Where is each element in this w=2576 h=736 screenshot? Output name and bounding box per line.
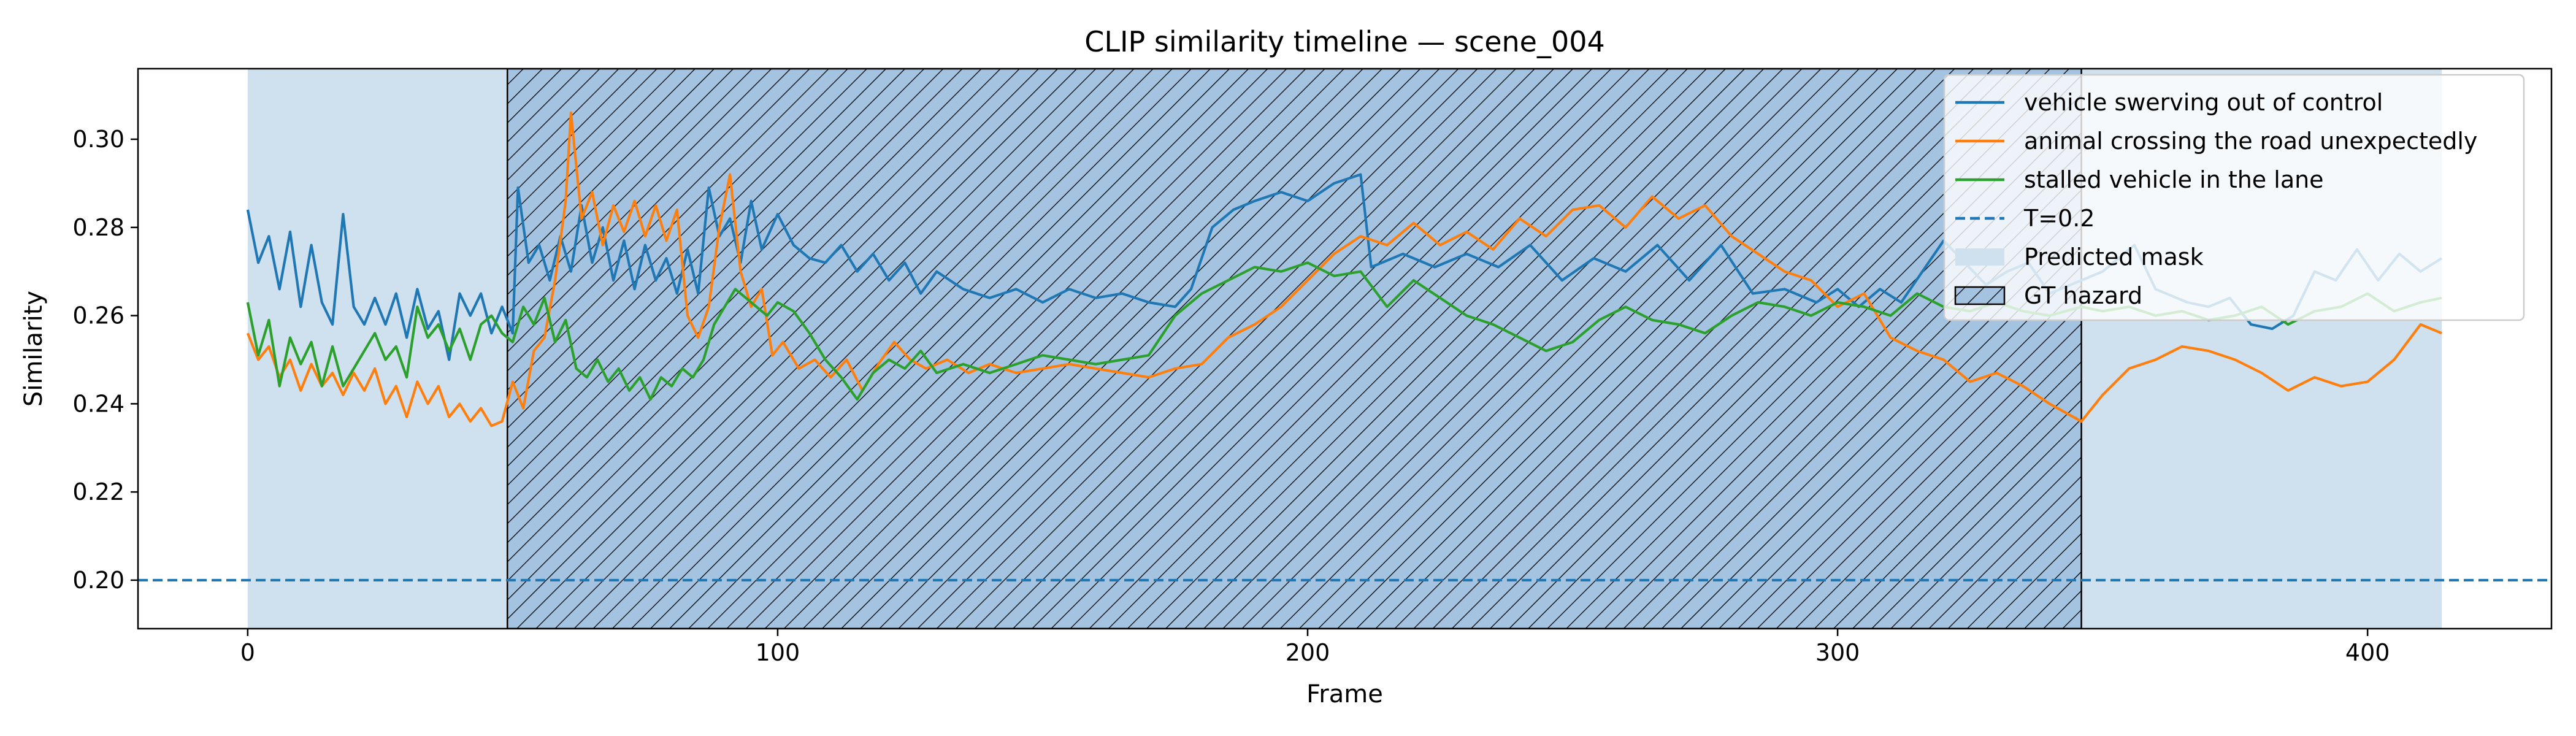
axis-ticks: 0 100 200 300 400 0.20 0.22 0.24 0.26 0.28 0.30 bbox=[72, 126, 2390, 666]
series-line-3 bbox=[246, 261, 2442, 401]
y-axis-label: Similarity bbox=[20, 291, 48, 407]
y-tick-label: 0.28 bbox=[72, 214, 125, 241]
legend: vehicle swerving out of control animal cr… bbox=[1943, 74, 2525, 321]
legend-box bbox=[1943, 74, 2525, 321]
chart-title: CLIP similarity timeline — scene_004 bbox=[1084, 25, 1605, 58]
y-tick-label: 0.26 bbox=[72, 302, 125, 329]
x-tick-label: 0 bbox=[240, 639, 255, 666]
legend-label: GT hazard bbox=[2024, 282, 2142, 309]
legend-hatch-overlay bbox=[1954, 286, 2006, 305]
y-tick-label: 0.20 bbox=[72, 567, 125, 594]
x-tick-label: 200 bbox=[1286, 639, 1330, 666]
series-line-2 bbox=[246, 111, 2442, 427]
legend-label: vehicle swerving out of control bbox=[2024, 89, 2383, 116]
y-tick-label: 0.22 bbox=[72, 478, 125, 505]
legend-label: stalled vehicle in the lane bbox=[2024, 166, 2324, 193]
y-tick-label: 0.30 bbox=[72, 126, 125, 153]
x-tick-label: 400 bbox=[2345, 639, 2390, 666]
legend-patch-swatch bbox=[1955, 248, 2004, 266]
legend-label: Predicted mask bbox=[2024, 243, 2204, 270]
legend-label: animal crossing the road unexpectedly bbox=[2024, 128, 2477, 155]
x-tick-label: 300 bbox=[1815, 639, 1860, 666]
x-tick-label: 100 bbox=[756, 639, 800, 666]
x-axis-label: Frame bbox=[1306, 680, 1383, 708]
legend-label: T=0.2 bbox=[2023, 205, 2095, 232]
axes-frame bbox=[137, 67, 2553, 630]
y-tick-label: 0.24 bbox=[72, 390, 125, 417]
gt-hazard-hatch bbox=[507, 69, 2082, 629]
